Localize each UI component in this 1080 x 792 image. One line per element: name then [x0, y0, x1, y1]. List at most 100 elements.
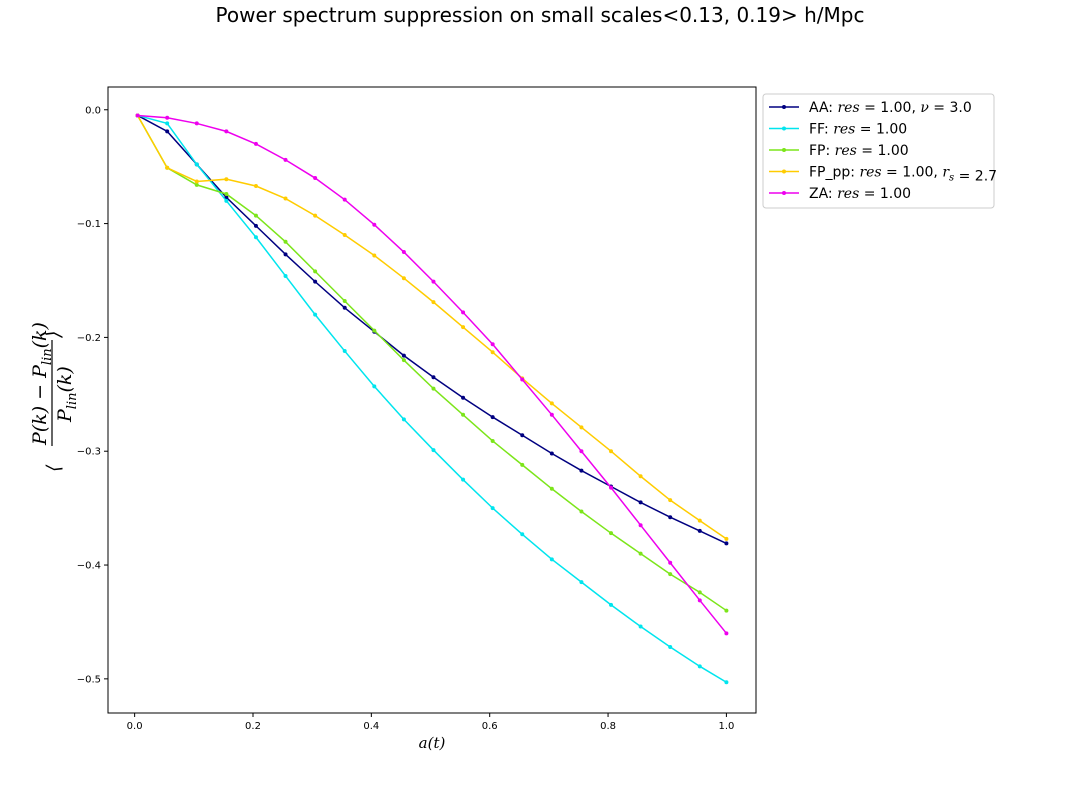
data-point [520, 532, 525, 537]
data-point [224, 129, 229, 134]
data-point [697, 598, 702, 603]
data-point [253, 184, 258, 189]
data-point [697, 518, 702, 523]
data-point [313, 213, 318, 218]
data-point [253, 141, 258, 146]
data-point [194, 182, 199, 187]
data-point [283, 157, 288, 162]
data-point [609, 485, 614, 490]
data-point [520, 433, 525, 438]
plot-area [107, 86, 757, 714]
data-point [549, 401, 554, 406]
x-tick-label: 0.8 [600, 721, 616, 732]
data-point [609, 531, 614, 536]
data-point [461, 310, 466, 315]
data-point [490, 438, 495, 443]
x-tick-label: 0.0 [127, 721, 143, 732]
legend-marker [782, 169, 786, 174]
data-point [549, 486, 554, 491]
data-point [313, 279, 318, 284]
series-0 [135, 113, 729, 546]
data-point [194, 121, 199, 126]
data-point [135, 113, 140, 118]
legend-item: ZA: res = 1.00 [769, 186, 911, 202]
series-1 [135, 113, 729, 685]
y-tick-label: −0.4 [77, 561, 101, 572]
data-point [638, 474, 643, 479]
series-4 [135, 113, 729, 636]
legend-marker [782, 126, 786, 131]
x-tick-label: 0.6 [482, 721, 498, 732]
data-point [579, 580, 584, 585]
data-point [401, 417, 406, 422]
data-point [342, 232, 347, 237]
x-tick-label: 0.4 [363, 721, 379, 732]
data-point [372, 328, 377, 333]
svg-text:Plin(k): Plin(k) [54, 366, 80, 423]
data-point [401, 250, 406, 255]
data-point [253, 235, 258, 240]
data-point [490, 350, 495, 355]
data-point [490, 342, 495, 347]
data-point [283, 196, 288, 201]
data-point [165, 165, 170, 170]
data-point [520, 462, 525, 467]
data-point [549, 557, 554, 562]
data-point [224, 191, 229, 196]
data-point [461, 395, 466, 400]
data-point [724, 608, 729, 613]
legend-label: FP: res = 1.00 [809, 143, 909, 159]
data-point [431, 448, 436, 453]
data-point [342, 197, 347, 202]
data-point [579, 509, 584, 514]
data-point [431, 386, 436, 391]
data-point [549, 451, 554, 456]
data-point [668, 560, 673, 565]
y-tick-label: −0.5 [77, 674, 101, 685]
legend-label: FP_pp: res = 1.00, rs = 2.7 [809, 165, 997, 185]
data-point [431, 279, 436, 284]
legend-marker [782, 191, 786, 195]
data-point [461, 477, 466, 482]
data-point [342, 305, 347, 310]
svg-text:⟩: ⟩ [43, 331, 65, 339]
series-2 [135, 113, 729, 613]
y-tick-label: −0.2 [77, 333, 101, 344]
y-axis: 0.0 −0.1 −0.2 −0.3 −0.4 −0.5 [77, 105, 108, 685]
x-axis: 0.0 0.2 0.4 0.6 0.8 1.0 [127, 713, 734, 732]
data-point [342, 298, 347, 303]
data-point [490, 506, 495, 511]
series-3 [135, 113, 729, 541]
data-point [724, 541, 729, 546]
data-point [697, 664, 702, 669]
data-point [579, 425, 584, 430]
data-point [490, 415, 495, 420]
y-tick-label: −0.1 [77, 219, 101, 230]
legend: AA: res = 1.00, ν = 3.0 FF: res = 1.00 FP:… [762, 93, 997, 209]
data-point [165, 129, 170, 134]
y-axis-label: ⟨ P(k) − Plin(k) Plin(k) ⟩ [29, 322, 80, 472]
data-point [283, 273, 288, 278]
svg-text:⟨: ⟨ [43, 464, 65, 472]
legend-label: FF: res = 1.00 [809, 122, 907, 138]
data-point [609, 449, 614, 454]
y-tick-label: 0.0 [85, 105, 101, 116]
data-point [372, 384, 377, 389]
data-point [579, 449, 584, 454]
data-point [609, 602, 614, 607]
data-point [283, 252, 288, 257]
x-axis-label: a(t) [419, 734, 446, 752]
data-point [342, 349, 347, 354]
x-tick-label: 1.0 [718, 721, 734, 732]
data-point [549, 412, 554, 417]
data-point [668, 572, 673, 577]
data-point [668, 515, 673, 520]
legend-item: FP_pp: res = 1.00, rs = 2.7 [769, 165, 997, 185]
data-point [401, 353, 406, 358]
svg-text:P(k) − Plin(k): P(k) − Plin(k) [29, 322, 55, 446]
data-point [461, 325, 466, 330]
data-point [401, 276, 406, 281]
legend-frame [762, 93, 995, 209]
data-point [724, 536, 729, 541]
